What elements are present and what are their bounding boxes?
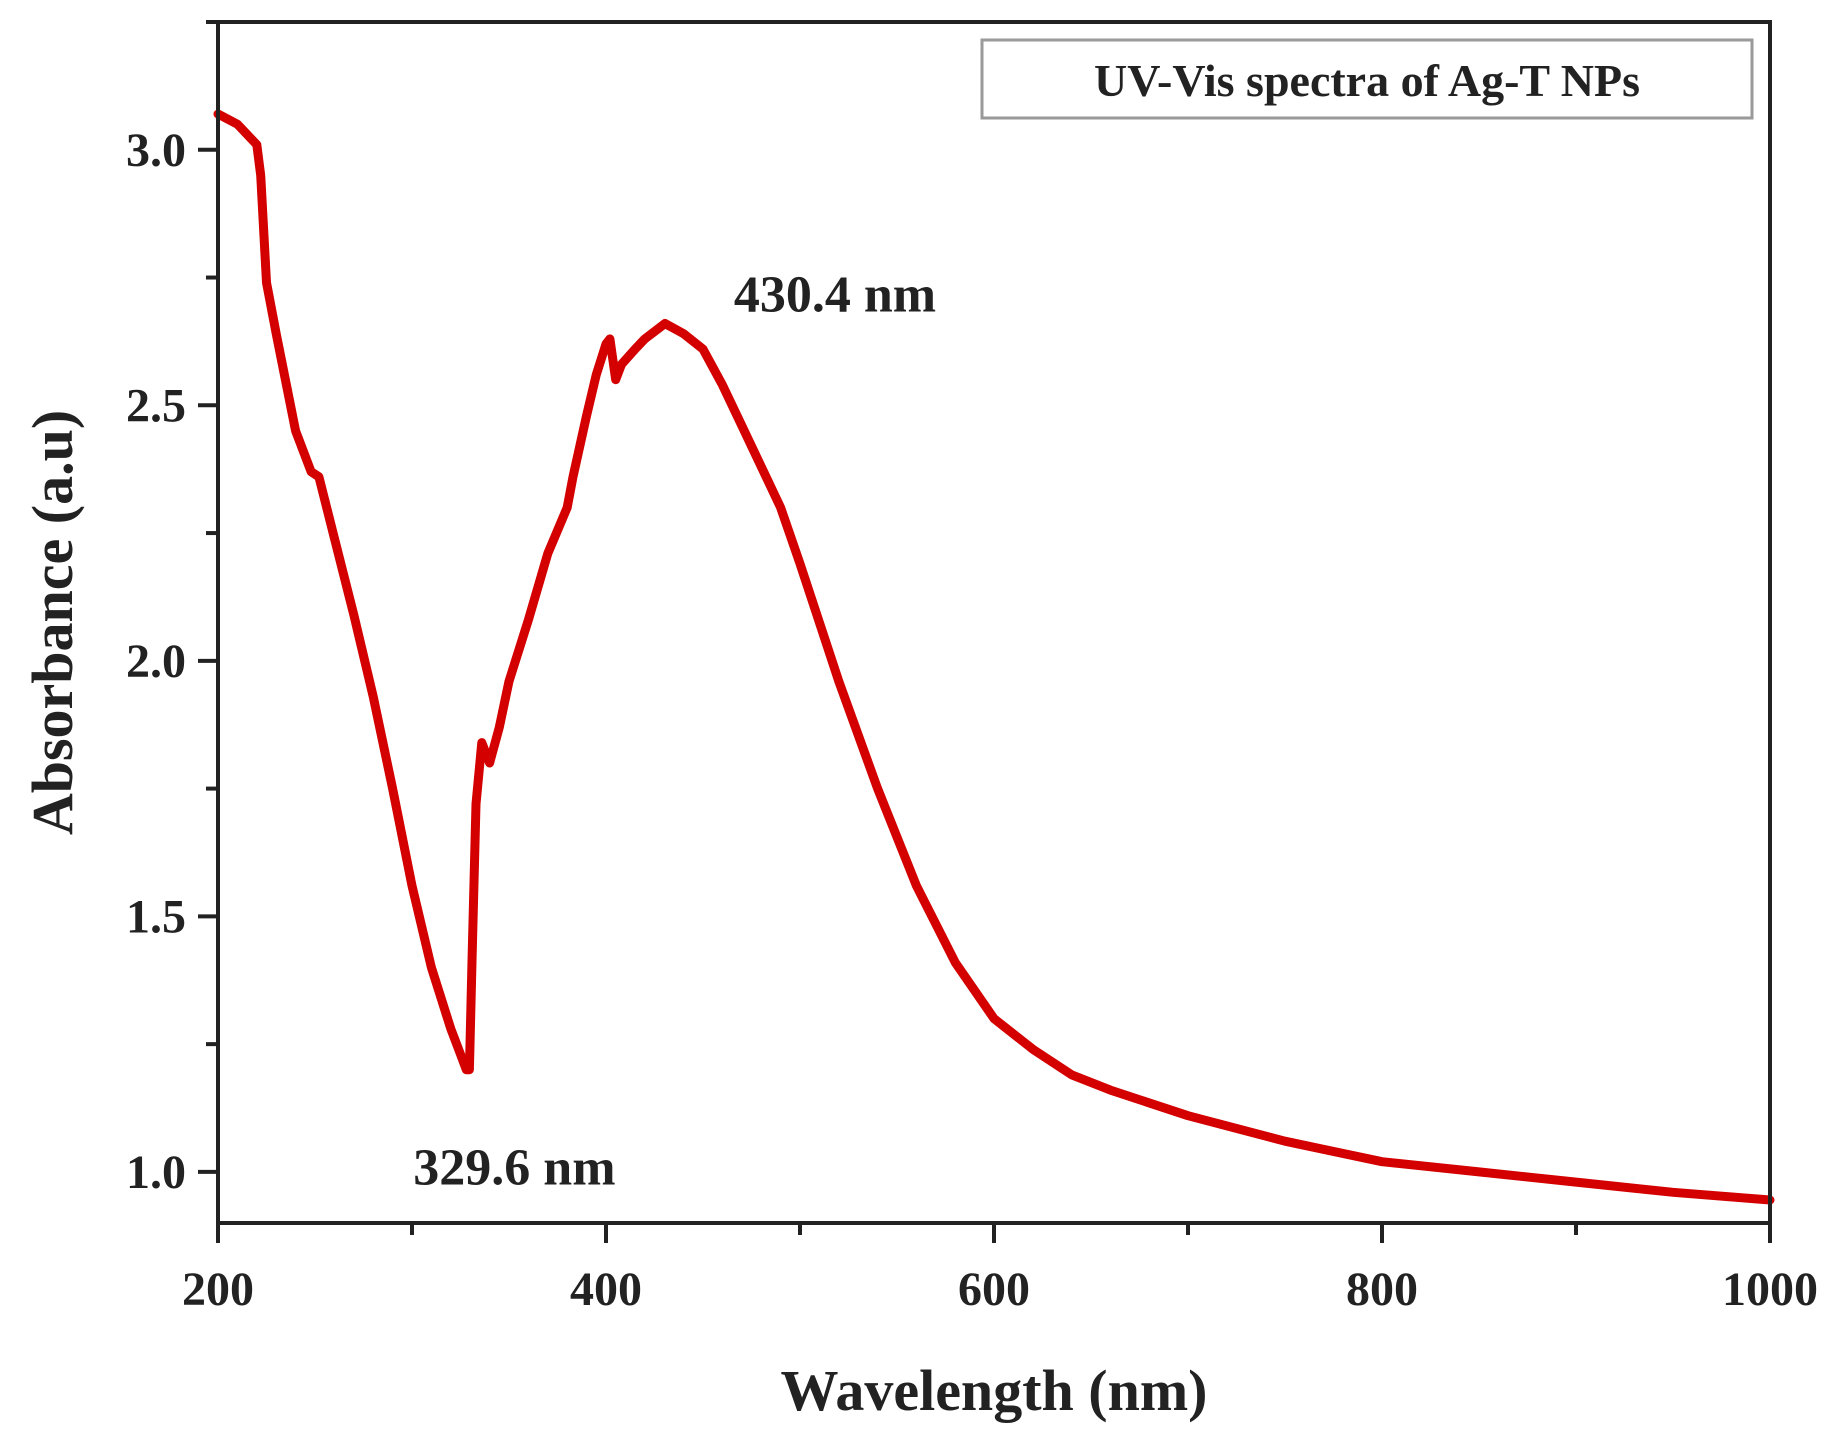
y-tick-label: 1.5 — [126, 890, 186, 943]
legend: UV-Vis spectra of Ag-T NPs — [980, 38, 1754, 120]
y-tick-label: 2.5 — [126, 379, 186, 432]
x-tick-label: 1000 — [1722, 1263, 1818, 1316]
x-tick-label: 800 — [1346, 1263, 1418, 1316]
annotation-layer: 430.4 nm 329.6 nm — [413, 267, 936, 1197]
x-tick-label: 400 — [570, 1263, 642, 1316]
x-axis: 200 400 600 800 1000 — [182, 1223, 1818, 1316]
y-axis-title: Absorbance (a.u) — [20, 410, 85, 835]
y-tick-label: 2.0 — [126, 635, 186, 688]
series-line-0 — [213, 109, 1775, 1205]
legend-label: UV-Vis spectra of Ag-T NPs — [1094, 55, 1640, 106]
y-axis: 1.0 1.5 2.0 2.5 3.0 — [126, 20, 218, 1199]
x-tick-label: 600 — [958, 1263, 1030, 1316]
series-layer — [213, 109, 1775, 1205]
x-axis-title: Wavelength (nm) — [781, 1358, 1208, 1423]
y-tick-label: 3.0 — [126, 124, 186, 177]
annotation-label: 329.6 nm — [413, 1140, 615, 1197]
y-tick-label: 1.0 — [126, 1146, 186, 1199]
x-tick-label: 200 — [182, 1263, 254, 1316]
annotation-label: 430.4 nm — [734, 267, 936, 324]
legend-box — [980, 38, 1754, 120]
